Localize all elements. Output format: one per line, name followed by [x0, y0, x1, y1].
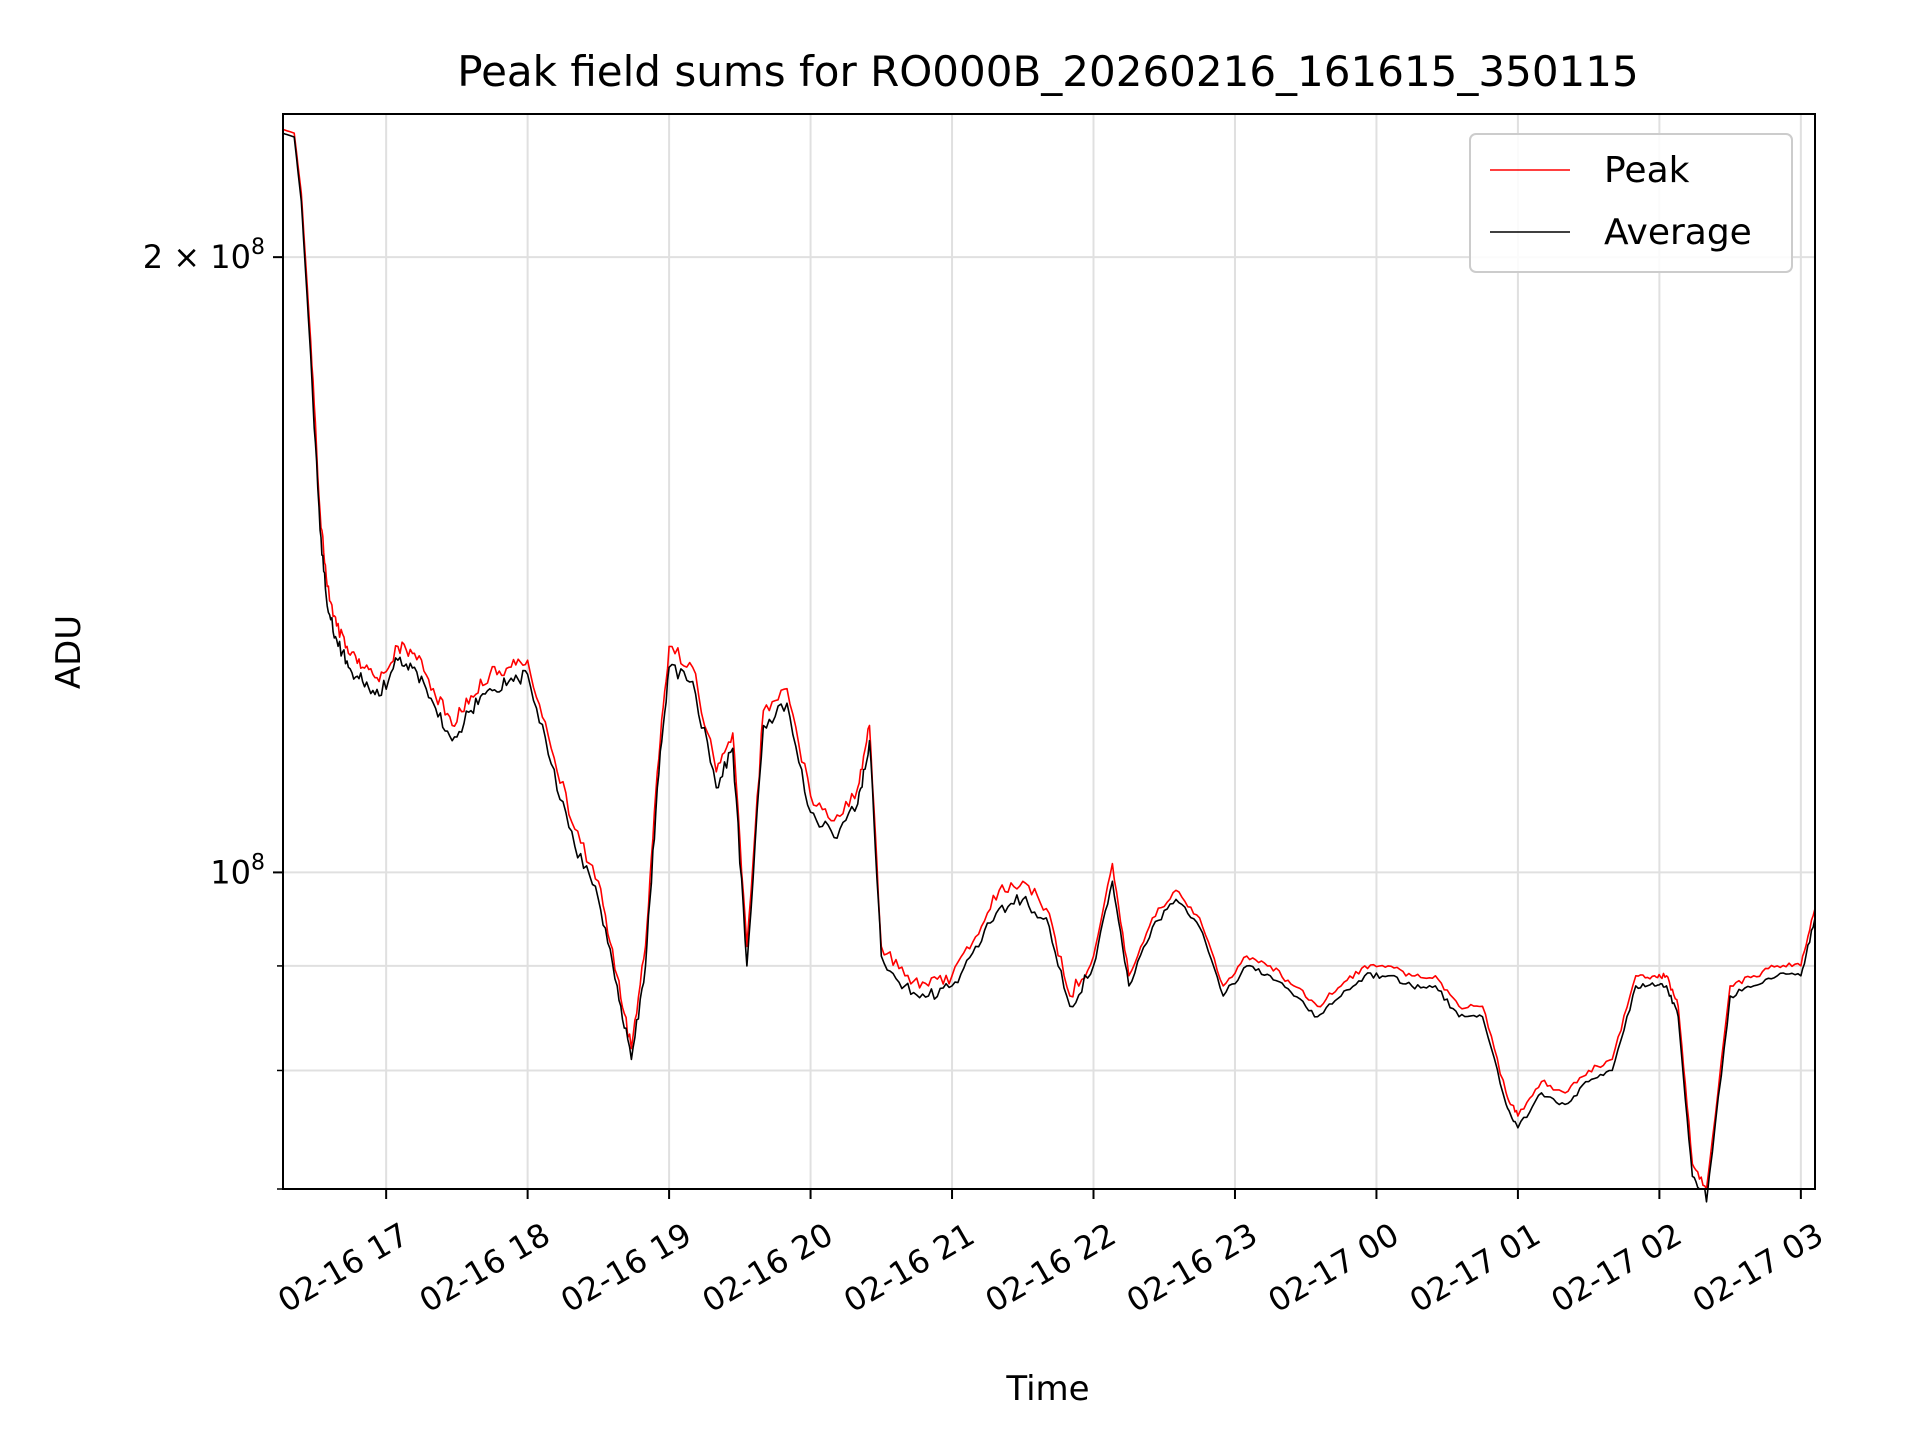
series-layer: [282, 128, 1816, 1203]
plot-area-frame: [282, 113, 1816, 1190]
legend-box: [1469, 133, 1793, 273]
y-tick-label: 108: [210, 850, 265, 891]
y-axis: 108 2 × 108: [143, 235, 283, 1190]
legend: Peak Average: [1469, 133, 1793, 273]
legend-label-peak: Peak: [1604, 150, 1690, 191]
chart-title: Peak field sums for RO000B_20260216_1616…: [457, 47, 1638, 96]
legend-label-average: Average: [1604, 212, 1752, 253]
y-tick-label: 2 × 108: [143, 235, 265, 276]
y-axis-label: ADU: [49, 615, 89, 689]
series-line-peak: [282, 128, 1816, 1190]
series-line-average: [282, 132, 1816, 1203]
x-axis-label: Time: [1005, 1369, 1089, 1409]
grid: [283, 114, 1815, 1190]
